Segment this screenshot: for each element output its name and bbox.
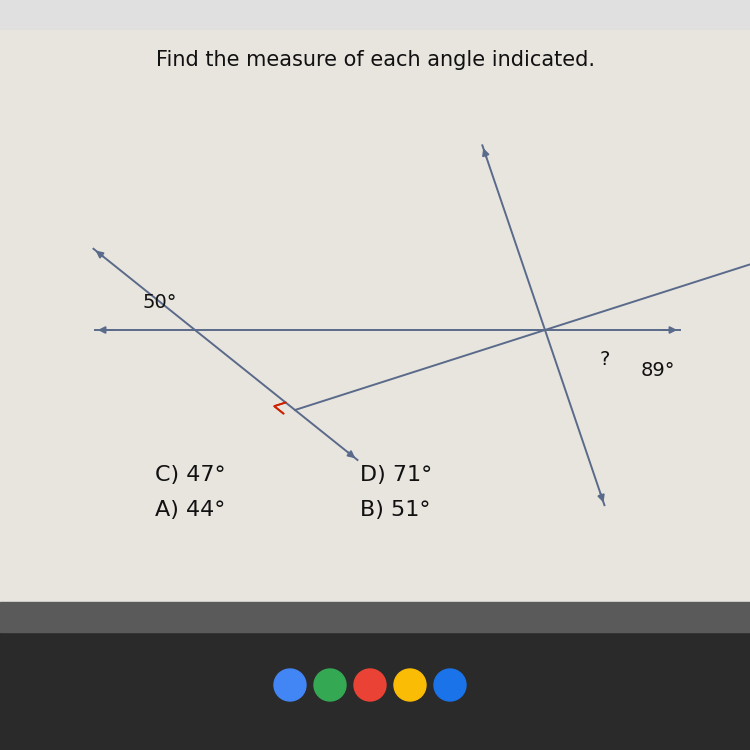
Text: Find the measure of each angle indicated.: Find the measure of each angle indicated… <box>155 50 595 70</box>
Bar <box>0 30 750 630</box>
Text: C) 47°: C) 47° <box>155 465 226 485</box>
Bar <box>0 0 750 35</box>
Text: 89°: 89° <box>640 361 675 380</box>
Bar <box>0 632 750 750</box>
Circle shape <box>274 669 306 701</box>
Circle shape <box>354 669 386 701</box>
Text: A) 44°: A) 44° <box>155 500 225 520</box>
Text: D) 71°: D) 71° <box>360 465 432 485</box>
Circle shape <box>314 669 346 701</box>
Text: B) 51°: B) 51° <box>360 500 430 520</box>
Bar <box>0 602 750 632</box>
Text: ?: ? <box>600 350 610 369</box>
Circle shape <box>394 669 426 701</box>
Circle shape <box>434 669 466 701</box>
Text: 50°: 50° <box>142 293 177 312</box>
